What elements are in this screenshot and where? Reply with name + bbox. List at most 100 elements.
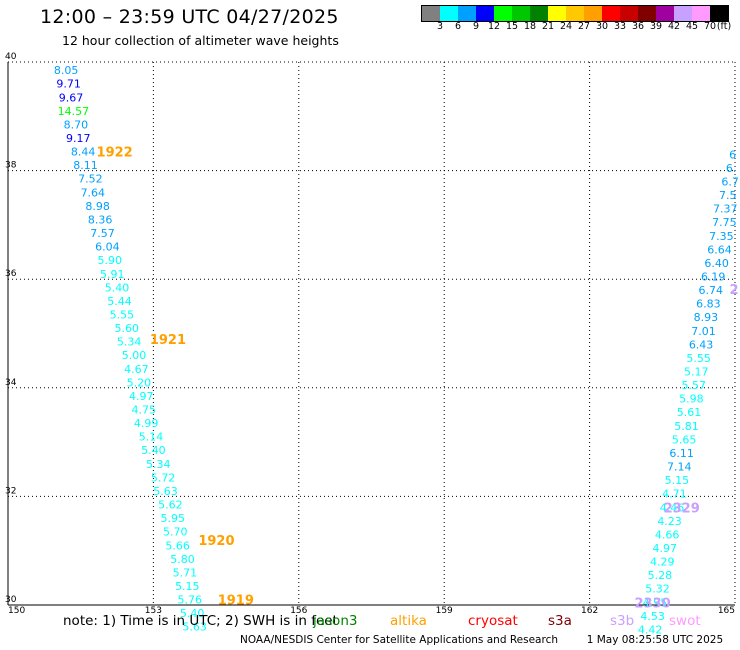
color-swatch — [620, 6, 638, 21]
wave-height-point: 5.70 — [163, 526, 188, 539]
chart-title: 12:00 – 23:59 UTC 04/27/2025 — [40, 6, 339, 28]
wave-height-point: 8.44 — [71, 146, 96, 159]
pass-time-label: 2 — [730, 283, 739, 298]
color-scale-bar — [421, 5, 729, 22]
wave-height-point: 5.14 — [139, 431, 164, 444]
color-swatch — [710, 6, 728, 21]
wave-height-point: 4.42 — [638, 623, 663, 636]
satellite-legend-swot: swot — [669, 613, 701, 629]
wave-height-point: 5.15 — [665, 474, 690, 487]
wave-height-point: 8.98 — [85, 200, 110, 213]
wave-height-point: 7.37 — [713, 203, 738, 216]
satellite-legend-altika: altika — [390, 613, 427, 629]
y-tick-label: 32 — [5, 486, 16, 496]
y-tick-label: 34 — [5, 378, 17, 388]
wave-height-point: 5.98 — [679, 393, 704, 406]
wave-height-point: 7.01 — [691, 325, 716, 338]
wave-height-point: 6.7 — [721, 175, 739, 188]
wave-height-point: 6.19 — [701, 270, 726, 283]
color-swatch — [584, 6, 602, 21]
x-tick-label: 153 — [145, 606, 162, 616]
x-tick-label: 156 — [290, 606, 307, 616]
wave-height-point: 5.90 — [98, 254, 123, 267]
y-tick-label: 36 — [5, 269, 17, 279]
wave-height-point: 6.83 — [696, 298, 721, 311]
satellite-legend-s3a: s3a — [548, 613, 572, 629]
color-scale-label: 70 — [703, 21, 717, 32]
wave-height-point: 5.32 — [645, 583, 670, 596]
wave-height-point: 5.63 — [153, 485, 178, 498]
wave-height-point: 6.64 — [707, 243, 732, 256]
wave-height-point: 4.29 — [650, 556, 675, 569]
footer-note: note: 1) Time is in UTC; 2) SWH is in fe… — [63, 613, 338, 629]
color-scale-label: 42 — [667, 21, 681, 32]
wave-height-point: 5.40 — [180, 607, 205, 620]
color-scale-label: 27 — [577, 21, 591, 32]
wave-height-point: 5.55 — [110, 308, 135, 321]
satellite-legend-jason3: jason3 — [313, 613, 358, 629]
wave-height-point: 5.91 — [100, 268, 125, 281]
wave-height-point: 5.57 — [682, 379, 707, 392]
color-scale-label: 39 — [649, 21, 663, 32]
wave-height-point: 5.28 — [648, 569, 673, 582]
y-tick-label: 38 — [5, 161, 17, 171]
wave-height-point: 4.66 — [655, 528, 680, 541]
wave-height-point: 5.34 — [117, 336, 142, 349]
wave-height-point: 5.66 — [165, 539, 190, 552]
credit-timestamp: 1 May 08:25:58 UTC 2025 — [586, 634, 724, 646]
credit-line: NOAA/NESDIS Center for Satellite Applica… — [240, 634, 723, 646]
wave-height-point: 5.71 — [173, 566, 198, 579]
wave-height-point: 6.74 — [699, 284, 724, 297]
wave-height-point: 5.60 — [114, 322, 139, 335]
pass-time-label: 1920 — [198, 534, 234, 549]
wave-height-point: 6.43 — [689, 338, 714, 351]
color-swatch — [512, 6, 530, 21]
wave-height-point: 5.63 — [182, 621, 207, 634]
wave-height-point: 8.36 — [88, 213, 113, 226]
x-tick-label: 162 — [581, 606, 598, 616]
color-swatch — [602, 6, 620, 21]
wave-height-point: 4.97 — [129, 390, 154, 403]
wave-height-point: 4.23 — [657, 515, 682, 528]
wave-height-point: 5.40 — [141, 444, 166, 457]
wave-height-point: 7.14 — [667, 461, 692, 474]
color-swatch — [548, 6, 566, 21]
color-scale-label: 12 — [487, 21, 501, 32]
color-scale-label: 6 — [454, 21, 462, 32]
wave-height-point: 5.15 — [175, 580, 200, 593]
credit-text: NOAA/NESDIS Center for Satellite Applica… — [240, 634, 558, 646]
wave-height-point: 6.11 — [669, 447, 694, 460]
wave-height-point: 8.93 — [694, 311, 719, 324]
color-scale-label: 3 — [436, 21, 444, 32]
wave-height-point: 9.71 — [56, 78, 81, 91]
color-scale-label: 9 — [472, 21, 480, 32]
color-scale-label: 15 — [505, 21, 519, 32]
x-tick-label: 150 — [8, 606, 25, 616]
color-scale-label: 21 — [541, 21, 555, 32]
wave-height-point: 7.52 — [78, 173, 103, 186]
color-scale-label: 30 — [595, 21, 609, 32]
wave-height-point: 7.64 — [81, 186, 106, 199]
wave-height-point: 8.70 — [64, 118, 89, 131]
wave-height-point: 5.80 — [170, 553, 195, 566]
wave-height-point: 8.11 — [73, 159, 98, 172]
x-tick-label: 165 — [718, 606, 735, 616]
color-swatch — [530, 6, 548, 21]
wave-height-point: 5.55 — [686, 352, 711, 365]
color-scale-label: 18 — [523, 21, 537, 32]
color-swatch — [422, 6, 440, 21]
color-swatch — [692, 6, 710, 21]
wave-height-point: 5.61 — [677, 406, 702, 419]
pass-time-label: 1921 — [150, 333, 186, 348]
color-swatch — [674, 6, 692, 21]
color-swatch — [476, 6, 494, 21]
pass-time-label: 1919 — [218, 594, 254, 609]
wave-height-point: 5.65 — [672, 433, 697, 446]
wave-height-point: 4.97 — [652, 542, 677, 555]
wave-height-point: 4.46 — [660, 501, 685, 514]
wave-height-point: 7.75 — [712, 216, 737, 229]
color-scale-label: 45 — [685, 21, 699, 32]
color-swatch — [638, 6, 656, 21]
wave-height-point: 6.04 — [95, 241, 120, 254]
